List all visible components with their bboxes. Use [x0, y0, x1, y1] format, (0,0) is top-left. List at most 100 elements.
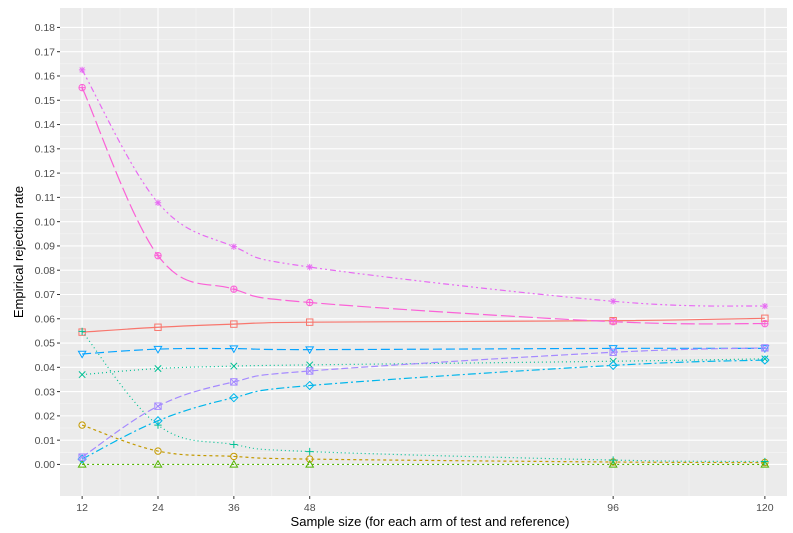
diamond-marker [229, 392, 239, 403]
y-tick-label: 0.11 [35, 192, 55, 204]
series-group [77, 66, 770, 468]
data-point [229, 392, 239, 403]
series-6 [77, 355, 770, 464]
y-tick-label: 0.09 [35, 241, 56, 253]
series-9 [78, 83, 769, 328]
y-tick-label: 0.18 [35, 22, 56, 34]
circle-plus-lines [306, 299, 313, 306]
plus-marker [78, 327, 86, 336]
y-tick-label: 0.02 [35, 411, 56, 423]
data-point [154, 199, 162, 206]
data-point [78, 327, 86, 336]
series-3 [77, 459, 770, 468]
x-tick-label: 96 [607, 502, 619, 514]
asterisk-marker [230, 243, 238, 250]
data-point [609, 456, 617, 464]
x-tick-label: 48 [304, 502, 316, 514]
data-point [306, 367, 314, 375]
diamond-marker [77, 454, 87, 464]
data-point [229, 459, 239, 468]
data-point [609, 317, 617, 326]
x-tick-label: 36 [228, 502, 240, 514]
grid-lines [60, 8, 787, 496]
data-point [306, 298, 314, 307]
data-point [760, 459, 770, 468]
boxed-cross-marker [609, 348, 617, 356]
series-8 [78, 344, 769, 461]
plot-panel [60, 8, 787, 496]
series-line [81, 87, 765, 325]
y-tick-label: 0.15 [35, 95, 56, 107]
y-tick-label: 0.07 [35, 289, 56, 301]
triangle-marker [608, 459, 618, 468]
data-point [761, 319, 769, 328]
data-point [306, 361, 314, 369]
data-point [608, 459, 618, 468]
y-tick-label: 0.01 [35, 435, 56, 447]
data-point [230, 440, 238, 449]
data-point [77, 350, 87, 359]
series-2 [78, 421, 769, 467]
axis-ticks: 0.00 0.01 0.02 0.03 0.04 0.05 0.06 0.07 0.08 0.09… [35, 22, 774, 514]
triangle-marker [77, 459, 87, 468]
data-point [230, 378, 238, 386]
boxed-cross-marker [154, 402, 162, 410]
boxed-cross-lines [230, 378, 238, 386]
cross-marker [761, 355, 769, 363]
data-point [154, 251, 162, 260]
asterisk-marker [609, 298, 617, 305]
plus-marker [306, 447, 314, 456]
data-point [608, 360, 618, 371]
y-tick-label: 0.16 [35, 71, 56, 83]
cross-marker [230, 362, 238, 370]
boxed-cross-marker [306, 367, 314, 375]
data-point [609, 298, 617, 305]
data-point [305, 459, 315, 468]
circle-marker [306, 455, 314, 463]
boxed-cross-lines [609, 348, 617, 356]
triangle-marker [305, 459, 315, 468]
plus-marker [230, 440, 238, 449]
data-point [761, 302, 769, 310]
data-point [760, 345, 770, 354]
plus-marker [609, 456, 617, 464]
triangle-down-marker [229, 345, 239, 354]
y-tick-label: 0.10 [35, 216, 56, 228]
diamond-marker [760, 355, 770, 365]
asterisk-marker [761, 302, 769, 310]
boxed-cross-marker [230, 378, 238, 386]
circle-plus-lines [230, 285, 238, 293]
y-tick-label: 0.13 [35, 144, 56, 156]
x-tick-label: 12 [76, 502, 88, 514]
boxed-cross-marker [761, 344, 769, 352]
boxed-cross-marker [78, 453, 86, 461]
data-point [230, 320, 238, 328]
triangle-marker [760, 459, 770, 468]
y-tick-label: 0.04 [35, 362, 56, 374]
circle-marker [154, 447, 162, 455]
data-point [78, 83, 86, 92]
triangle-down-marker [760, 345, 770, 354]
y-tick-label: 0.03 [35, 386, 56, 398]
boxed-cross-lines [761, 344, 769, 352]
y-tick-label: 0.08 [35, 265, 56, 277]
asterisk-marker [78, 66, 86, 74]
data-point [153, 459, 163, 468]
cross-marker [154, 364, 162, 373]
data-point [230, 285, 238, 293]
circle-plus-lines [761, 320, 769, 327]
data-point [229, 345, 239, 354]
diamond-marker [153, 416, 163, 426]
diamond-marker [305, 380, 315, 391]
x-axis-title: Sample size (for each arm of test and re… [291, 514, 570, 529]
data-point [153, 345, 163, 354]
data-point [306, 318, 314, 326]
circle-marker [78, 421, 86, 429]
series-line [81, 69, 765, 307]
data-point [78, 371, 86, 379]
y-tick-label: 0.17 [35, 46, 56, 58]
series-line [82, 347, 765, 355]
cross-marker [78, 371, 86, 379]
circle-plus-lines [78, 84, 86, 91]
